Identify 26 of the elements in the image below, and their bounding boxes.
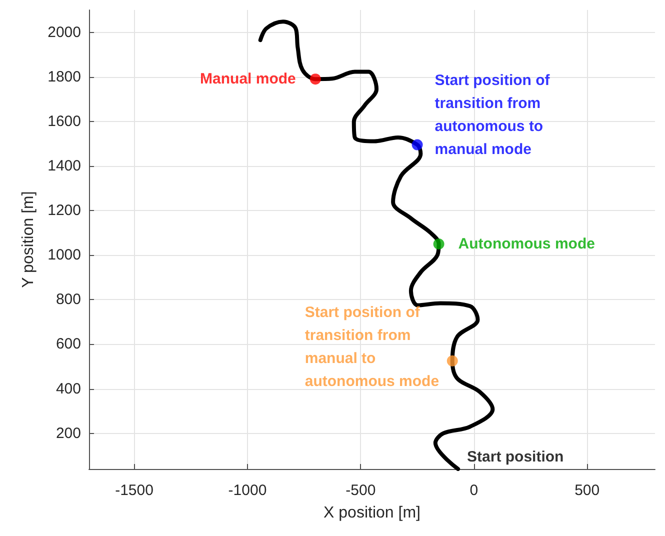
x-tick-label: -1500 [115, 482, 154, 499]
x-tick-label: -500 [346, 482, 376, 499]
y-axis-title: Y position [m] [20, 191, 38, 288]
point [412, 139, 423, 150]
point [433, 238, 444, 250]
y-tick-label: 600 [56, 336, 81, 353]
y-tick-label: 800 [56, 291, 81, 308]
y-tick-label: 1200 [48, 202, 81, 220]
y-tick-label: 1400 [48, 157, 81, 174]
y-tick-label: 1800 [48, 68, 81, 86]
series-label: Autonomous mode [458, 235, 595, 252]
y-tick-label: 1000 [48, 246, 81, 264]
y-tick-label: 1600 [48, 112, 81, 130]
annotation: Start position [467, 448, 564, 466]
y-tick-label: 400 [56, 380, 81, 398]
y-tick-label: 200 [56, 424, 81, 442]
point [446, 355, 458, 366]
x-tick-label: 0 [470, 482, 478, 499]
x-tick-label: 500 [574, 482, 600, 499]
series-label: Start position of transition from manual to autonomous mode [304, 304, 440, 390]
y-tick-label: 2000 [48, 24, 81, 41]
point [310, 74, 321, 85]
x-axis-title: X position [m] [324, 504, 420, 522]
series-label: Start position of transition from autonomous to manual mode [434, 72, 551, 158]
series-label: Manual mode [200, 70, 296, 88]
x-tick-label: -1000 [228, 482, 267, 499]
